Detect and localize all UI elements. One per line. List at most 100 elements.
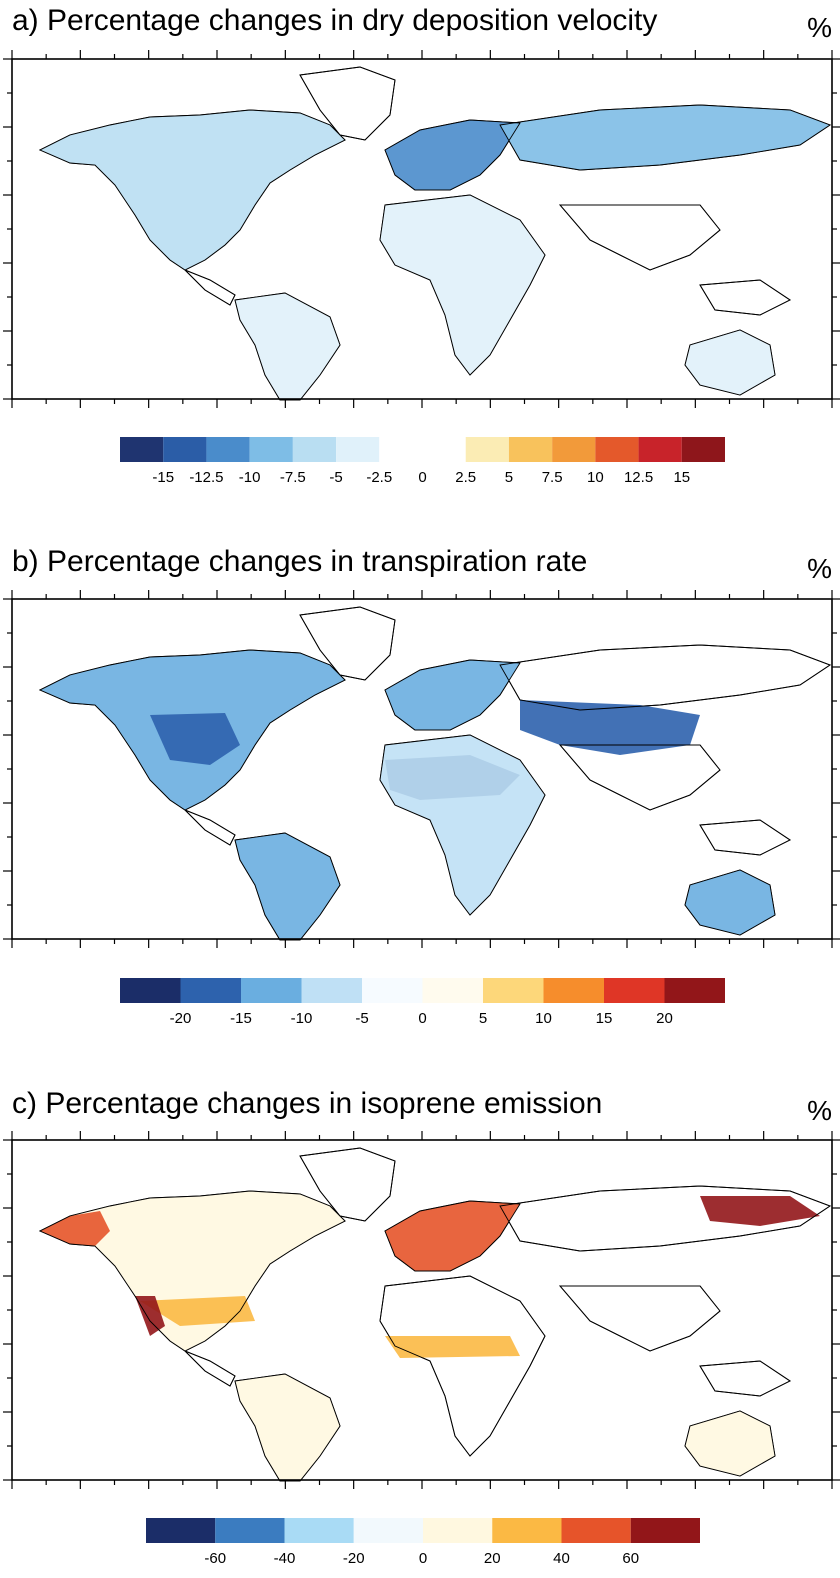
region-california [135,1296,165,1336]
region-africa [380,195,545,375]
colorbar-swatch [681,437,725,462]
colorbar-tick-label: 20 [656,1010,673,1027]
panel-title: b) Percentage changes in transpiration r… [12,545,588,578]
region-sahel [385,1336,520,1358]
land-asia-south [558,1285,721,1352]
unit-label: % [807,12,832,43]
colorbar-tick-label: 60 [622,1550,639,1567]
colorbar-swatch [483,978,544,1003]
colorbar-a: -15 -12.5 -10 -7.5 -5 -2.5 0 2.5 5 7.5 10 12.5 15 [120,437,725,486]
colorbar-swatch [215,1518,285,1543]
colorbar-swatch [284,1518,354,1543]
colorbar-c: -60 -40 -20 0 20 40 60 [146,1518,700,1567]
colorbar-tick-label: 15 [596,1010,613,1027]
colorbar-tick-label: 20 [484,1550,501,1567]
colorbar-tick-label: -10 [239,469,261,486]
colorbar-swatch [423,1518,493,1543]
colorbar-swatch [543,978,604,1003]
region-south-america [235,1374,340,1481]
colorbar-swatch [492,1518,562,1543]
colorbar-swatch [362,978,423,1003]
region-siberia-east [700,1196,820,1226]
colorbar-tick-label: -5 [329,469,342,486]
map-a [3,50,840,408]
colorbar-b: -20 -15 -10 -5 0 5 10 15 20 [120,978,725,1027]
land-siberia [499,644,832,711]
land-asia-islands [699,279,791,316]
land-asia-south [558,204,721,271]
region-alaska [40,1211,110,1246]
colorbar-tick-label: -5 [355,1010,368,1027]
colorbar-tick-label: -20 [343,1550,365,1567]
panel-title: c) Percentage changes in isoprene emissi… [12,1087,603,1120]
colorbar-swatch [465,437,509,462]
colorbar-swatch [379,437,423,462]
colorbar-tick-label: -60 [204,1550,226,1567]
colorbar-swatch [604,978,665,1003]
colorbar-tick-label: 0 [418,469,426,486]
region-africa [380,735,545,915]
land-asia-islands [699,819,791,856]
colorbar-swatch [292,437,337,462]
colorbar-tick-label: 2.5 [455,469,476,486]
region-australia [685,330,775,395]
colorbar-swatch [120,437,164,462]
colorbar-swatch [630,1518,700,1543]
colorbar-swatch [146,1518,216,1543]
colorbar-swatch [638,437,682,462]
colorbar-tick-label: -10 [291,1010,313,1027]
region-europe [385,660,520,730]
land-central-america [184,1350,236,1387]
land-central-america [184,269,236,306]
colorbar-swatch [561,1518,631,1543]
unit-label: % [807,1095,832,1126]
unit-label: % [807,553,832,584]
colorbar-tick-label: 10 [587,469,604,486]
colorbar-tick-label: 7.5 [542,469,563,486]
colorbar-swatch [120,978,181,1003]
colorbar-tick-label: -40 [274,1550,296,1567]
colorbar-swatch [508,437,553,462]
region-australia [685,1411,775,1476]
region-central-usa [150,713,240,765]
map-b [3,590,840,948]
colorbar-tick-label: -20 [170,1010,192,1027]
colorbar-tick-label: 10 [535,1010,552,1027]
colorbar-tick-label: 0 [419,1550,427,1567]
colorbar-tick-label: 40 [553,1550,570,1567]
region-central-asia [520,700,700,755]
colorbar-swatch [336,437,380,462]
colorbar-swatch [249,437,293,462]
colorbar-tick-label: -12.5 [189,469,223,486]
colorbar-tick-label: -15 [230,1010,252,1027]
colorbar-swatch [422,437,466,462]
colorbar-swatch [180,978,241,1003]
region-europe [385,1201,520,1271]
colorbar-swatch [664,978,725,1003]
region-usa-band [140,1296,255,1326]
colorbar-tick-label: -15 [152,469,174,486]
colorbar-swatch [552,437,596,462]
colorbar-swatch [301,978,362,1003]
region-north-america [40,110,345,270]
region-australia [685,870,775,935]
land-africa [379,1275,546,1457]
colorbar-tick-label: 5 [505,469,513,486]
panel-title: a) Percentage changes in dry deposition … [12,4,658,37]
colorbar-swatch [353,1518,423,1543]
region-siberia [500,105,830,170]
region-south-america [235,833,340,940]
region-south-america [235,293,340,400]
colorbar-swatch [595,437,639,462]
colorbar-swatch [163,437,207,462]
colorbar-tick-label: -2.5 [366,469,392,486]
colorbar-tick-label: 15 [673,469,690,486]
map-c [3,1131,840,1489]
region-north-america [40,1191,345,1351]
colorbar-tick-label: 5 [479,1010,487,1027]
land-asia-south [558,744,721,811]
colorbar-swatch [206,437,250,462]
colorbar-swatch [422,978,483,1003]
colorbar-swatch [241,978,302,1003]
region-europe [385,120,520,190]
